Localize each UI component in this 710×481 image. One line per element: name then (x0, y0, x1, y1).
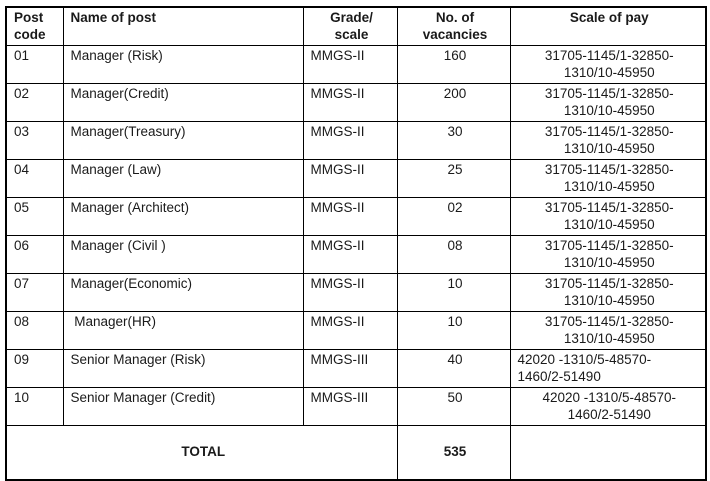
table-row: 03 Manager(Treasury) MMGS-II 30 31705-11… (5, 121, 707, 160)
header-grade-scale: Grade/ scale (302, 6, 398, 46)
vacancies-table: Post code Name of post Grade/ scale No. … (5, 6, 707, 481)
table-row: 01 Manager (Risk) MMGS-II 160 31705-1145… (5, 45, 707, 84)
header-scale-of-pay: Scale of pay (509, 6, 707, 46)
cell-scale-of-pay: 31705-1145/1-32850- 1310/10-45950 (509, 197, 707, 236)
cell-vacancies: 10 (396, 273, 511, 312)
cell-name-of-post: Manager(Credit) (62, 83, 304, 122)
cell-post-code: 03 (5, 121, 64, 160)
cell-grade: MMGS-II (302, 121, 398, 160)
header-no-of-vacancies: No. of vacancies (396, 6, 511, 46)
cell-grade: MMGS-II (302, 311, 398, 350)
cell-grade: MMGS-II (302, 197, 398, 236)
table-row: 04 Manager (Law) MMGS-II 25 31705-1145/1… (5, 159, 707, 198)
cell-scale-of-pay: 31705-1145/1-32850- 1310/10-45950 (509, 159, 707, 198)
cell-post-code: 06 (5, 235, 64, 274)
cell-post-code: 01 (5, 45, 64, 84)
cell-name-of-post: Senior Manager (Credit) (62, 387, 304, 426)
cell-vacancies: 40 (396, 349, 511, 388)
total-row: TOTAL 535 (5, 425, 707, 480)
cell-name-of-post: Manager(Treasury) (62, 121, 304, 160)
total-scale-of-pay-empty (509, 425, 707, 480)
cell-post-code: 02 (5, 83, 64, 122)
cell-vacancies: 50 (396, 387, 511, 426)
cell-name-of-post: Senior Manager (Risk) (62, 349, 304, 388)
table-row: 09 Senior Manager (Risk) MMGS-III 40 420… (5, 349, 707, 388)
document-sheet: Post code Name of post Grade/ scale No. … (5, 6, 707, 481)
cell-vacancies: 30 (396, 121, 511, 160)
cell-name-of-post: Manager (Risk) (62, 45, 304, 84)
header-name-of-post: Name of post (62, 6, 304, 46)
cell-grade: MMGS-III (302, 387, 398, 426)
cell-name-of-post: Manager(Economic) (62, 273, 304, 312)
header-row: Post code Name of post Grade/ scale No. … (5, 6, 707, 46)
cell-name-of-post: Manager (Civil ) (62, 235, 304, 274)
cell-name-of-post: Manager (Architect) (62, 197, 304, 236)
table-row: 08 Manager(HR) MMGS-II 10 31705-1145/1-3… (5, 311, 707, 350)
total-vacancies: 535 (396, 425, 511, 480)
cell-vacancies: 160 (396, 45, 511, 84)
cell-scale-of-pay: 31705-1145/1-32850- 1310/10-45950 (509, 273, 707, 312)
cell-vacancies: 02 (396, 197, 511, 236)
cell-vacancies: 08 (396, 235, 511, 274)
table-row: 10 Senior Manager (Credit) MMGS-III 50 4… (5, 387, 707, 426)
cell-post-code: 10 (5, 387, 64, 426)
cell-grade: MMGS-II (302, 159, 398, 198)
cell-scale-of-pay: 31705-1145/1-32850- 1310/10-45950 (509, 121, 707, 160)
table-row: 07 Manager(Economic) MMGS-II 10 31705-11… (5, 273, 707, 312)
cell-post-code: 08 (5, 311, 64, 350)
cell-scale-of-pay: 42020 -1310/5-48570- 1460/2-51490 (509, 387, 707, 426)
table-row: 02 Manager(Credit) MMGS-II 200 31705-114… (5, 83, 707, 122)
cell-grade: MMGS-II (302, 273, 398, 312)
header-post-code: Post code (5, 6, 64, 46)
cell-scale-of-pay: 31705-1145/1-32850- 1310/10-45950 (509, 311, 707, 350)
cell-vacancies: 25 (396, 159, 511, 198)
cell-name-of-post: Manager(HR) (62, 311, 304, 350)
cell-scale-of-pay: 31705-1145/1-32850- 1310/10-45950 (509, 83, 707, 122)
table-row: 05 Manager (Architect) MMGS-II 02 31705-… (5, 197, 707, 236)
cell-scale-of-pay: 31705-1145/1-32850- 1310/10-45950 (509, 235, 707, 274)
cell-vacancies: 200 (396, 83, 511, 122)
cell-grade: MMGS-II (302, 45, 398, 84)
cell-scale-of-pay: 31705-1145/1-32850- 1310/10-45950 (509, 45, 707, 84)
cell-grade: MMGS-II (302, 235, 398, 274)
total-label: TOTAL (5, 425, 398, 480)
cell-name-of-post: Manager (Law) (62, 159, 304, 198)
cell-scale-of-pay: 42020 -1310/5-48570- 1460/2-51490 (509, 349, 707, 388)
cell-grade: MMGS-III (302, 349, 398, 388)
cell-vacancies: 10 (396, 311, 511, 350)
cell-grade: MMGS-II (302, 83, 398, 122)
cell-post-code: 09 (5, 349, 64, 388)
table-row: 06 Manager (Civil ) MMGS-II 08 31705-114… (5, 235, 707, 274)
cell-post-code: 05 (5, 197, 64, 236)
cell-post-code: 07 (5, 273, 64, 312)
cell-post-code: 04 (5, 159, 64, 198)
